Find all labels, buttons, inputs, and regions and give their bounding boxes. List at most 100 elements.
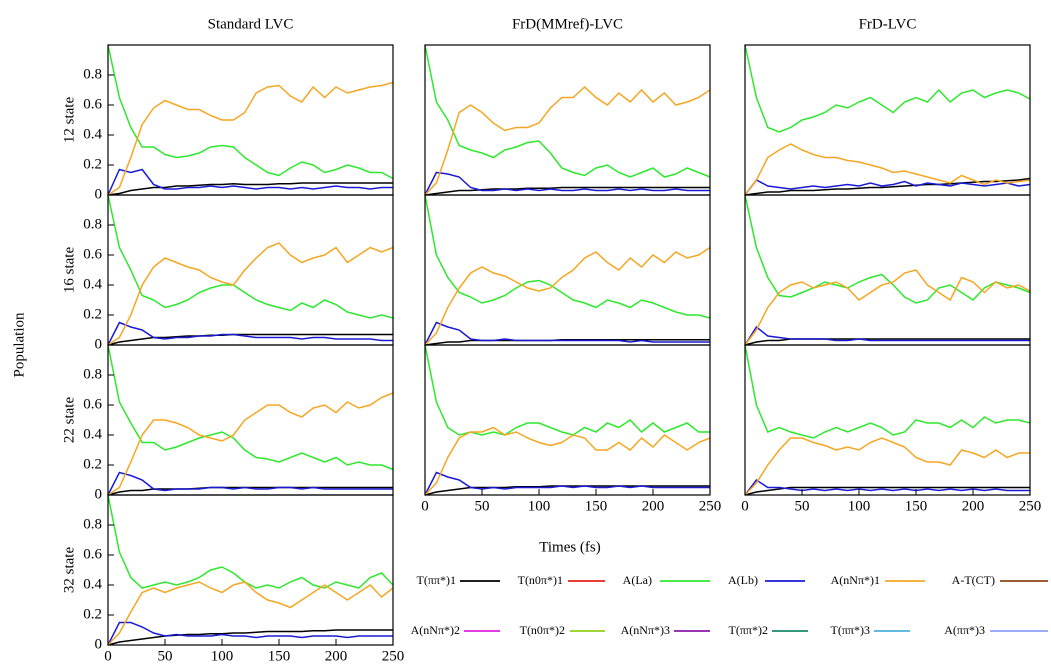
legend-label: A-T(CT) bbox=[952, 573, 995, 587]
y-tick-label: 0.6 bbox=[83, 96, 102, 112]
series-line bbox=[107, 168, 393, 196]
legend-label: A(ππ*)3 bbox=[944, 623, 985, 637]
series-line bbox=[744, 177, 1031, 196]
x-tick-label: 250 bbox=[699, 498, 722, 514]
series-line bbox=[107, 581, 394, 646]
y-tick-label: 0.8 bbox=[83, 516, 102, 532]
legend-label: T(n0π*)1 bbox=[518, 573, 563, 587]
y-tick-label: 0.2 bbox=[83, 156, 102, 172]
legend-label: A(Lb) bbox=[728, 573, 758, 587]
series-line bbox=[424, 426, 711, 496]
series-line bbox=[107, 471, 393, 496]
legend-label: A(nNπ*)3 bbox=[621, 623, 670, 637]
panel-title: FrD(MMref)-LVC bbox=[512, 16, 623, 32]
series-line bbox=[424, 246, 711, 346]
x-tick-label: 250 bbox=[382, 648, 405, 664]
series-line bbox=[744, 344, 1031, 439]
series-line bbox=[107, 621, 393, 646]
series-line bbox=[744, 325, 1030, 346]
x-axis-label: Times (fs) bbox=[539, 539, 601, 555]
panel-frame bbox=[107, 194, 394, 346]
legend-label: T(ππ*)2 bbox=[729, 623, 768, 637]
panel-frame bbox=[107, 344, 394, 496]
x-tick-label: 150 bbox=[585, 498, 608, 514]
row-label: 32 state bbox=[61, 547, 77, 594]
y-tick-label: 0 bbox=[95, 336, 103, 352]
x-tick-label: 200 bbox=[642, 498, 665, 514]
x-tick-label: 100 bbox=[211, 648, 234, 664]
y-tick-label: 0.2 bbox=[83, 606, 102, 622]
series-line bbox=[744, 437, 1030, 496]
legend-label: A(nNπ*)1 bbox=[831, 573, 880, 587]
y-tick-label: 0.2 bbox=[83, 456, 102, 472]
legend-label: T(ππ*)1 bbox=[417, 573, 456, 587]
series-line bbox=[424, 344, 710, 436]
panel-frame bbox=[744, 194, 1031, 346]
x-tick-label: 150 bbox=[268, 648, 291, 664]
panel-title: Standard LVC bbox=[208, 16, 294, 32]
series-line bbox=[424, 194, 711, 319]
series-line bbox=[107, 392, 394, 496]
series-line bbox=[424, 186, 710, 196]
row-label: 22 state bbox=[61, 397, 77, 444]
legend-label: T(ππ*)3 bbox=[831, 623, 870, 637]
x-tick-label: 100 bbox=[528, 498, 551, 514]
series-line bbox=[107, 242, 394, 346]
panel-frame bbox=[107, 44, 394, 196]
panel-frame bbox=[744, 44, 1031, 196]
y-tick-label: 0.8 bbox=[83, 216, 102, 232]
y-tick-label: 0 bbox=[95, 486, 103, 502]
series-line bbox=[744, 478, 1030, 496]
series-line bbox=[424, 471, 710, 496]
series-line bbox=[424, 321, 710, 346]
panel-frame bbox=[744, 344, 1031, 496]
series-line bbox=[744, 269, 1031, 346]
y-tick-label: 0 bbox=[95, 636, 103, 652]
x-tick-label: 50 bbox=[795, 498, 810, 514]
series-line bbox=[107, 494, 394, 589]
y-tick-label: 0.2 bbox=[83, 306, 102, 322]
x-tick-label: 0 bbox=[421, 498, 429, 514]
x-tick-label: 50 bbox=[475, 498, 490, 514]
y-tick-label: 0.6 bbox=[83, 246, 102, 262]
x-tick-label: 250 bbox=[1019, 498, 1042, 514]
y-tick-label: 0.4 bbox=[83, 276, 102, 292]
series-line bbox=[424, 44, 711, 178]
series-line bbox=[744, 44, 1031, 133]
legend-label: A(La) bbox=[623, 573, 652, 587]
panel-frame bbox=[107, 494, 394, 646]
y-tick-label: 0.4 bbox=[83, 576, 102, 592]
series-line bbox=[107, 81, 394, 196]
series-line bbox=[107, 194, 394, 319]
legend-label: T(n0π*)2 bbox=[520, 623, 565, 637]
y-tick-label: 0 bbox=[95, 186, 103, 202]
legend-label: A(nNπ*)2 bbox=[411, 623, 460, 637]
y-tick-label: 0.6 bbox=[83, 396, 102, 412]
series-line bbox=[107, 182, 393, 196]
series-line bbox=[424, 85, 711, 196]
series-line bbox=[744, 179, 1031, 196]
y-tick-label: 0.8 bbox=[83, 366, 102, 382]
series-line bbox=[107, 44, 394, 180]
row-label: 12 state bbox=[61, 97, 77, 144]
row-label: 16 state bbox=[61, 247, 77, 294]
x-tick-label: 100 bbox=[848, 498, 871, 514]
x-tick-label: 200 bbox=[962, 498, 985, 514]
series-line bbox=[107, 629, 393, 646]
panel-title: FrD-LVC bbox=[859, 16, 917, 32]
panel-frame bbox=[424, 194, 711, 346]
y-tick-label: 0.4 bbox=[83, 126, 102, 142]
series-line bbox=[107, 344, 394, 471]
series-line bbox=[744, 143, 1031, 196]
x-tick-label: 0 bbox=[104, 648, 112, 664]
y-tick-label: 0.8 bbox=[83, 66, 102, 82]
y-axis-label: Population bbox=[11, 312, 27, 378]
series-line bbox=[107, 321, 393, 346]
panel-frame bbox=[424, 344, 711, 496]
x-tick-label: 50 bbox=[158, 648, 173, 664]
series-line bbox=[744, 486, 1030, 496]
x-tick-label: 200 bbox=[325, 648, 348, 664]
panel-frame bbox=[424, 44, 711, 196]
